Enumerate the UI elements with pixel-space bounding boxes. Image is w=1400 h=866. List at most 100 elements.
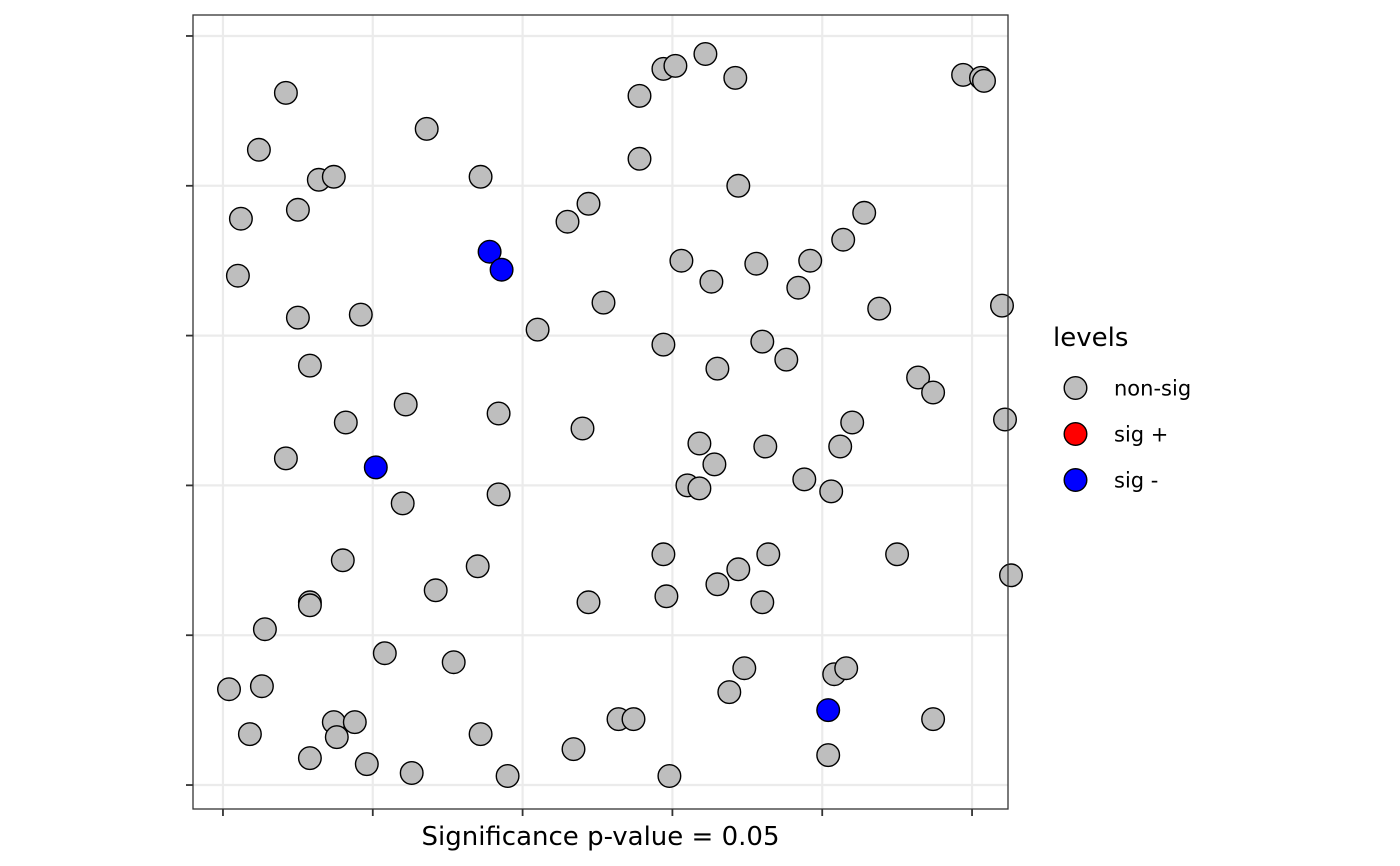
point-non-minussig (852, 200, 877, 225)
point-non-minussig (570, 416, 595, 441)
point-non-minussig (792, 467, 817, 492)
plot-panel-background (193, 15, 1008, 809)
point-non-minussig (228, 206, 253, 231)
point-non-minussig (330, 548, 355, 573)
point-non-minussig (693, 42, 718, 67)
point-non-minussig (906, 365, 931, 390)
legend: levels non-sig sig + sig - (1053, 323, 1191, 493)
point-non-minussig (486, 401, 511, 426)
legend-label-non-minussig: non-sig (1114, 377, 1191, 401)
point-non-minussig (324, 725, 349, 750)
point-non-minussig (423, 578, 448, 603)
legend-title: levels (1053, 323, 1128, 353)
legend-key-sig-plus (1063, 422, 1088, 447)
point-non-minussig (705, 572, 730, 597)
data-points (216, 42, 1024, 789)
point-non-minussig (372, 641, 397, 666)
point-non-minussig (831, 227, 856, 252)
point-non-minussig (237, 722, 262, 747)
point-non-minussig (399, 761, 424, 786)
legend-label-sig-plus: sig + (1114, 423, 1168, 447)
point-non-minussig (246, 137, 271, 162)
point-non-minussig (651, 542, 676, 567)
point-non-minussig (726, 557, 751, 582)
point-non-minussig (834, 656, 859, 681)
point-non-minussig (297, 353, 322, 378)
point-non-minussig (414, 116, 439, 141)
point-non-minussig (651, 332, 676, 357)
point-non-minussig (591, 290, 616, 315)
x-axis-title: Significance p-value = 0.05 (422, 822, 780, 852)
point-non-minussig (225, 263, 250, 288)
point-non-minussig (993, 407, 1018, 432)
point-non-minussig (348, 302, 373, 327)
point-non-minussig (999, 563, 1024, 588)
point-non-minussig (333, 410, 358, 435)
point-non-minussig (297, 593, 322, 618)
axis-ticks (186, 35, 973, 816)
point-non-minussig (576, 191, 601, 216)
point-non-minussig (525, 317, 550, 342)
point-non-minussig (561, 737, 586, 762)
point-non-minussig (657, 764, 682, 789)
point-non-minussig (390, 491, 415, 516)
point-non-minussig (273, 80, 298, 105)
point-non-minussig (753, 434, 778, 459)
point-non-minussig (486, 482, 511, 507)
point-non-minussig (576, 590, 601, 615)
point-non-minussig (297, 746, 322, 771)
point-non-minussig (819, 479, 844, 504)
point-non-minussig (495, 764, 520, 789)
point-non-minussig (756, 542, 781, 567)
point-non-minussig (699, 269, 724, 294)
point-non-minussig (921, 707, 946, 732)
plot-panel-border (192, 14, 1009, 810)
legend-entries: non-sig sig + sig - (1063, 376, 1191, 493)
point-sig-minus (363, 455, 388, 480)
point-non-minussig (663, 53, 688, 78)
point-non-minussig (717, 680, 742, 705)
point-sig-minus (816, 698, 841, 723)
point-non-minussig (921, 380, 946, 405)
point-non-minussig (465, 554, 490, 579)
point-non-minussig (687, 476, 712, 501)
point-non-minussig (726, 173, 751, 198)
point-non-minussig (468, 164, 493, 189)
point-non-minussig (840, 410, 865, 435)
point-non-minussig (669, 248, 694, 273)
point-non-minussig (216, 677, 241, 702)
point-non-minussig (285, 305, 310, 330)
point-non-minussig (252, 617, 277, 642)
point-non-minussig (750, 329, 775, 354)
point-non-minussig (342, 710, 367, 735)
point-non-minussig (885, 542, 910, 567)
point-non-minussig (321, 164, 346, 189)
point-non-minussig (654, 584, 679, 609)
point-non-minussig (798, 248, 823, 273)
point-non-minussig (468, 722, 493, 747)
legend-key-non-minussig (1063, 376, 1088, 401)
point-non-minussig (774, 347, 799, 372)
point-non-minussig (393, 392, 418, 417)
point-non-minussig (990, 293, 1015, 318)
point-sig-minus (477, 239, 502, 264)
point-non-minussig (972, 68, 997, 93)
point-non-minussig (828, 434, 853, 459)
point-non-minussig (621, 707, 646, 732)
point-sig-minus (489, 257, 514, 282)
point-non-minussig (867, 296, 892, 321)
point-non-minussig (723, 65, 748, 90)
point-non-minussig (273, 446, 298, 471)
point-non-minussig (354, 752, 379, 777)
legend-key-sig-minus (1063, 468, 1088, 493)
point-non-minussig (750, 590, 775, 615)
point-non-minussig (816, 743, 841, 768)
legend-label-sig-minus: sig - (1114, 469, 1158, 493)
point-non-minussig (555, 209, 580, 234)
point-non-minussig (285, 197, 310, 222)
point-non-minussig (732, 656, 757, 681)
point-non-minussig (627, 83, 652, 108)
point-non-minussig (249, 674, 274, 699)
point-non-minussig (786, 275, 811, 300)
